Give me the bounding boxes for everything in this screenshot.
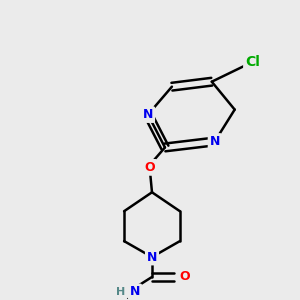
Text: N: N [210, 135, 220, 148]
Text: N: N [143, 108, 153, 121]
Text: O: O [180, 271, 190, 284]
Text: N: N [147, 250, 157, 263]
Text: H: H [116, 287, 126, 297]
Text: N: N [130, 285, 140, 298]
Text: O: O [145, 161, 155, 174]
Text: Cl: Cl [245, 55, 260, 69]
